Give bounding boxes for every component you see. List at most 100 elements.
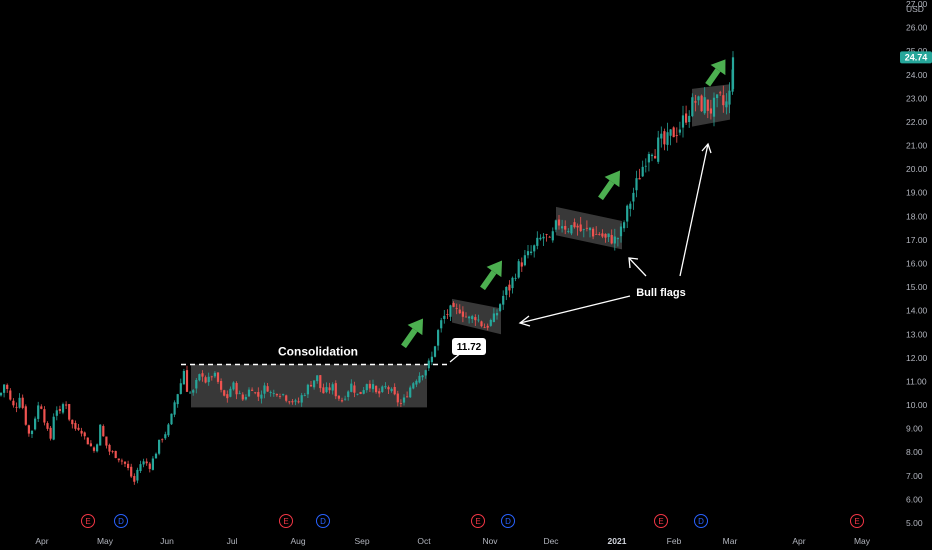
y-tick-label: 13.00 bbox=[906, 329, 928, 339]
event-marker-earnings[interactable]: E bbox=[279, 514, 293, 528]
bull-flag-box bbox=[452, 298, 501, 335]
candle bbox=[55, 406, 58, 421]
y-tick-label: 16.00 bbox=[906, 259, 928, 269]
candle bbox=[220, 378, 223, 393]
event-marker-dividend[interactable]: D bbox=[114, 514, 128, 528]
candle bbox=[458, 304, 461, 315]
event-marker-label: E bbox=[658, 517, 663, 526]
candle bbox=[461, 306, 464, 323]
event-marker-dividend[interactable]: D bbox=[694, 514, 708, 528]
candle bbox=[585, 220, 588, 232]
event-marker-earnings[interactable]: E bbox=[654, 514, 668, 528]
candle bbox=[6, 383, 9, 393]
candle bbox=[672, 126, 675, 138]
candle bbox=[158, 439, 161, 456]
event-marker-earnings[interactable]: E bbox=[471, 514, 485, 528]
candle bbox=[480, 320, 483, 328]
price-axis[interactable]: 27.00 26.00 25.00 24.00 23.00 22.00 21.00 20.00… bbox=[906, 0, 928, 528]
event-marker-dividend[interactable]: D bbox=[316, 514, 330, 528]
candle bbox=[260, 390, 263, 404]
candle bbox=[275, 393, 278, 397]
event-marker-label: E bbox=[475, 517, 480, 526]
candle bbox=[471, 314, 474, 324]
y-tick-label: 22.00 bbox=[906, 117, 928, 127]
candle bbox=[564, 220, 567, 235]
candle bbox=[731, 51, 735, 92]
candle bbox=[579, 216, 582, 233]
x-tick-label: 2021 bbox=[608, 536, 627, 546]
candle bbox=[663, 128, 666, 151]
event-marker-earnings[interactable]: E bbox=[850, 514, 864, 528]
candle bbox=[154, 452, 158, 459]
candle bbox=[251, 387, 254, 391]
candle bbox=[728, 82, 731, 114]
event-marker-earnings[interactable]: E bbox=[81, 514, 95, 528]
x-tick-label: Jun bbox=[160, 536, 174, 546]
candle bbox=[468, 315, 471, 324]
candle bbox=[195, 377, 198, 394]
candle bbox=[489, 318, 492, 327]
candle bbox=[244, 394, 247, 401]
candle bbox=[46, 421, 49, 431]
event-marker-label: E bbox=[85, 517, 90, 526]
up-arrow-icon bbox=[401, 318, 424, 349]
candle bbox=[0, 392, 3, 397]
candle bbox=[632, 187, 635, 210]
candle bbox=[306, 383, 309, 399]
candle bbox=[316, 375, 319, 384]
candle bbox=[415, 379, 418, 388]
candle bbox=[362, 387, 365, 395]
candle bbox=[477, 314, 480, 323]
candle bbox=[226, 390, 229, 403]
event-marker-dividend[interactable]: D bbox=[501, 514, 515, 528]
candle bbox=[49, 425, 52, 441]
candle bbox=[725, 93, 728, 115]
candle bbox=[30, 430, 34, 438]
candle bbox=[700, 94, 703, 112]
candle bbox=[595, 226, 598, 235]
candle bbox=[99, 424, 102, 446]
candle bbox=[313, 380, 316, 390]
candle bbox=[570, 224, 573, 236]
candle bbox=[378, 388, 381, 398]
candle bbox=[322, 383, 325, 394]
candle bbox=[440, 317, 443, 333]
candle bbox=[192, 389, 195, 396]
candle bbox=[685, 105, 688, 125]
x-tick-label: Sep bbox=[354, 536, 369, 546]
candle bbox=[179, 378, 182, 395]
candle bbox=[446, 309, 449, 319]
candle bbox=[464, 312, 468, 318]
time-axis[interactable]: Apr May Jun Jul Aug Sep Oct Nov Dec 2021 Feb Mar Apr… bbox=[35, 536, 870, 546]
candle bbox=[368, 380, 371, 392]
candle bbox=[288, 400, 291, 405]
candle bbox=[96, 443, 99, 453]
candle bbox=[406, 391, 409, 398]
candle bbox=[598, 232, 601, 236]
candle bbox=[15, 402, 18, 413]
candle bbox=[719, 90, 722, 96]
candle bbox=[499, 303, 502, 313]
candle bbox=[241, 392, 244, 402]
candle bbox=[561, 219, 564, 233]
candle bbox=[130, 463, 133, 478]
candle bbox=[123, 461, 127, 468]
candle bbox=[542, 232, 545, 246]
candle bbox=[34, 416, 37, 431]
candle bbox=[235, 381, 238, 400]
candle bbox=[657, 130, 660, 164]
candle bbox=[61, 402, 65, 415]
candle bbox=[65, 401, 68, 410]
candle bbox=[644, 158, 647, 173]
candle bbox=[626, 204, 629, 229]
candle bbox=[40, 404, 43, 410]
candle bbox=[114, 450, 117, 459]
candle bbox=[523, 249, 526, 267]
candle bbox=[418, 372, 421, 384]
candle bbox=[536, 231, 539, 250]
x-tick-label: Mar bbox=[723, 536, 738, 546]
candle bbox=[74, 420, 77, 431]
candle bbox=[176, 393, 179, 408]
up-arrow-icon bbox=[480, 260, 503, 291]
